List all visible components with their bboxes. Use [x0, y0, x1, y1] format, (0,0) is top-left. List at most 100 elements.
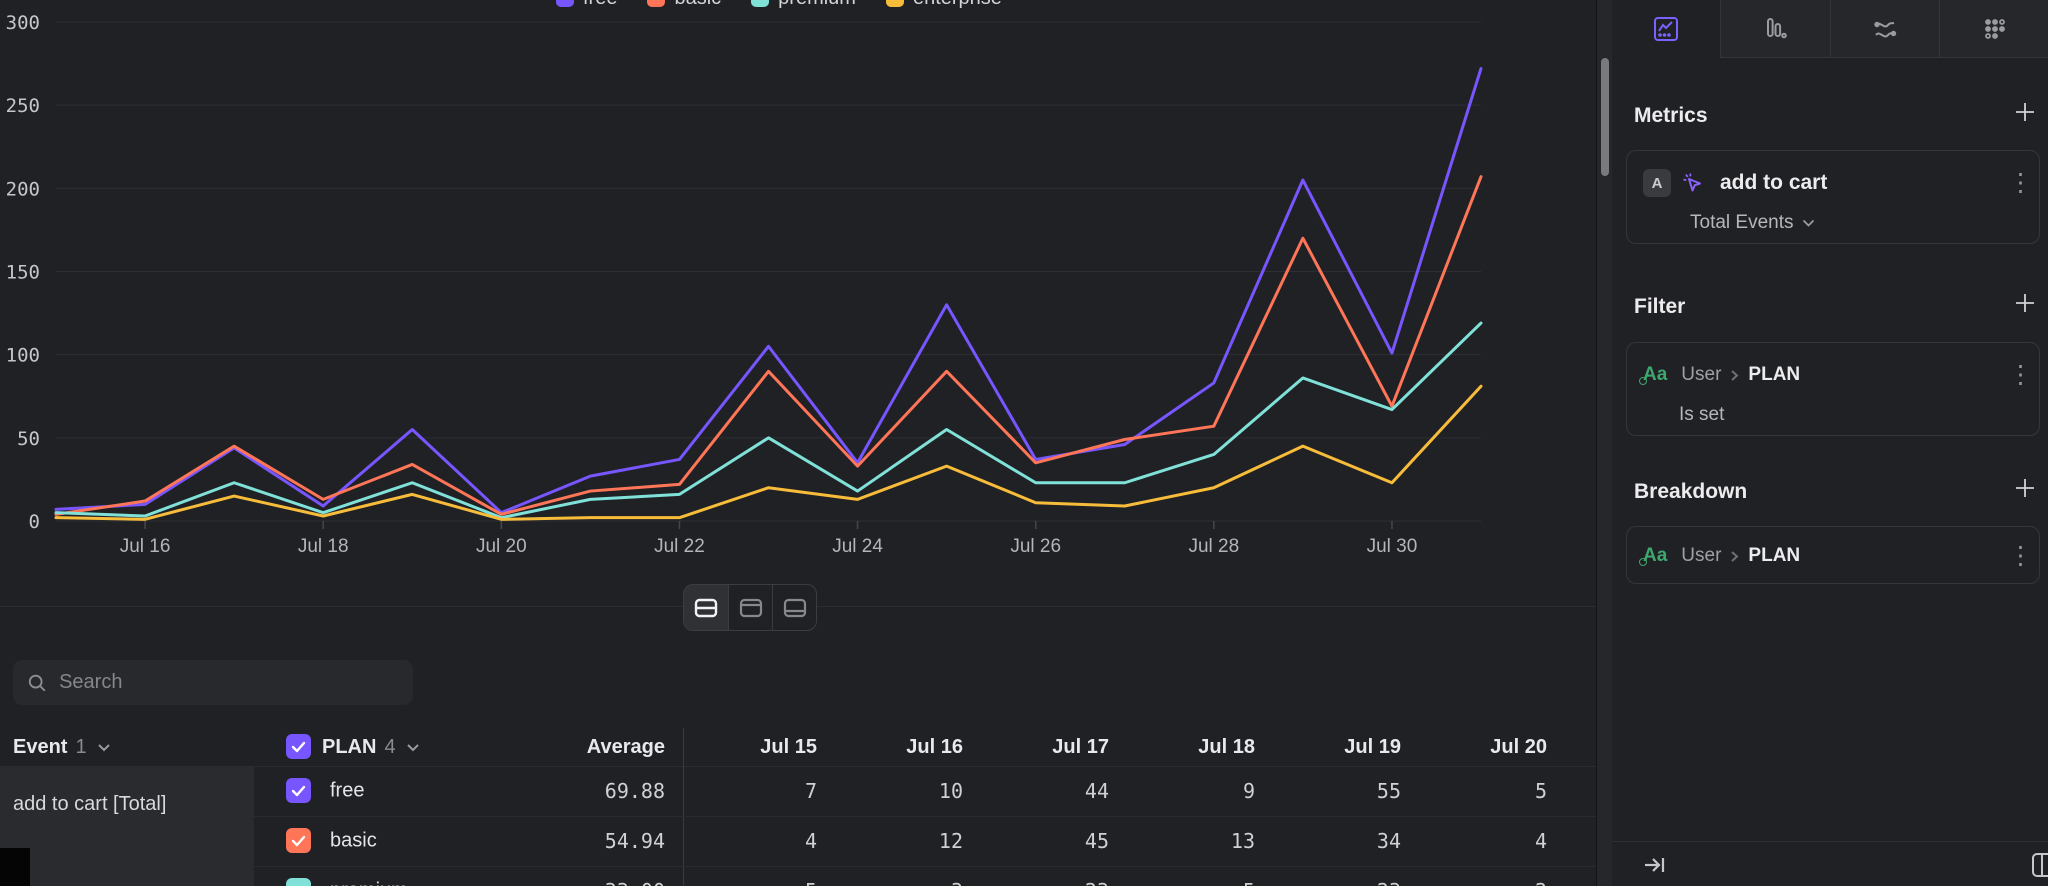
chevron-down-icon — [1802, 219, 1814, 227]
date-column-header: Jul 20 — [1490, 735, 1547, 758]
legend-item-basic[interactable]: basic — [647, 0, 721, 12]
x-axis-tick-label: Jul 22 — [654, 536, 705, 557]
series-line-basic[interactable] — [54, 175, 1483, 516]
chevron-down-icon — [97, 743, 110, 751]
metric-event-name: add to cart — [1720, 171, 1828, 194]
metric-measure-dropdown[interactable]: Total Events — [1690, 212, 1815, 234]
plan-select-all-checkbox[interactable] — [286, 734, 311, 759]
layout-columns-icon[interactable] — [2030, 850, 2048, 880]
average-column-header: Average — [586, 735, 665, 758]
scrollbar-thumb[interactable] — [1601, 58, 1609, 176]
metrics-heading: Metrics — [1634, 104, 1708, 127]
add-metric-button[interactable] — [2010, 97, 2040, 127]
date-column-header: Jul 17 — [1052, 735, 1109, 758]
cell-value: 12 — [938, 829, 963, 853]
vertical-scrollbar[interactable] — [1596, 0, 1612, 886]
series-line-free[interactable] — [54, 67, 1483, 515]
date-column-header: Jul 16 — [906, 735, 963, 758]
row-separator — [254, 866, 1596, 867]
cell-value: 3 — [817, 879, 963, 886]
y-axis-tick-label: 250 — [6, 95, 40, 117]
cell-value: 34 — [1376, 829, 1401, 853]
row-checkbox-free[interactable] — [286, 778, 311, 803]
table-row-free[interactable]: free 69.88 7 10 44 9 55 5 — [0, 766, 1596, 816]
series-line-premium[interactable] — [54, 321, 1483, 520]
filter-property: PLAN — [1748, 364, 1801, 385]
cell-value: 5 — [671, 879, 817, 886]
y-axis-tick-label: 200 — [6, 178, 40, 200]
cell-value: 13 — [1230, 829, 1255, 853]
row-label: free — [330, 779, 365, 802]
table-row-basic[interactable]: basic 54.94 4 12 45 13 34 4 — [0, 816, 1596, 866]
row-checkbox-basic[interactable] — [286, 828, 311, 853]
cell-value: 2 — [1401, 879, 1547, 886]
x-axis-tick-label: Jul 20 — [476, 536, 527, 557]
y-axis-tick-label: 0 — [29, 511, 40, 533]
legend-item-free[interactable]: free — [556, 0, 617, 12]
x-axis-tick-label: Jul 16 — [120, 536, 171, 557]
date-column-header: Jul 18 — [1198, 735, 1255, 758]
row-label: premium — [330, 880, 408, 886]
add-breakdown-button[interactable] — [2010, 473, 2040, 503]
legend-item-premium[interactable]: premium — [751, 0, 856, 12]
breakdown-card[interactable]: Aa User PLAN ⋮ — [1626, 526, 2040, 584]
y-axis-tick-label: 100 — [6, 345, 40, 367]
filter-heading: Filter — [1634, 295, 1686, 318]
layout-top-button[interactable] — [728, 585, 772, 630]
metric-options-kebab-icon[interactable]: ⋮ — [2008, 168, 2033, 197]
tab-more-charts[interactable] — [1938, 0, 2048, 58]
cell-value: 55 — [1376, 779, 1401, 803]
y-axis-tick-label: 300 — [6, 12, 40, 34]
line-chart-tab-icon — [1654, 17, 1679, 41]
date-column-header: Jul 19 — [1344, 735, 1401, 758]
table-column-divider — [683, 728, 684, 886]
cell-value: 9 — [1242, 779, 1255, 803]
date-column-header: Jul 15 — [760, 735, 817, 758]
filter-options-kebab-icon[interactable]: ⋮ — [2008, 360, 2033, 389]
cell-value: 4 — [804, 829, 817, 853]
tab-flows[interactable] — [1829, 0, 1939, 58]
event-row-cell[interactable]: add to cart [Total] — [0, 767, 254, 886]
plan-column-header[interactable]: PLAN 4 — [322, 728, 420, 766]
layout-bottom-button[interactable] — [772, 585, 816, 630]
table-row-premium[interactable]: premium33.0053235232 — [0, 866, 1596, 886]
bar-chart-tab-icon — [1767, 17, 1788, 38]
series-line-enterprise[interactable] — [54, 384, 1483, 521]
y-axis-tick-label: 50 — [17, 428, 40, 450]
x-axis-tick-label: Jul 30 — [1367, 536, 1418, 557]
cell-value: 44 — [1084, 779, 1109, 803]
flows-tab-icon — [1873, 21, 1896, 37]
x-axis-tick-label: Jul 24 — [832, 536, 883, 557]
layout-split-button[interactable] — [684, 585, 728, 630]
event-row-label: add to cart [Total] — [13, 793, 167, 815]
cell-value: 5 — [1534, 779, 1547, 803]
metric-card[interactable]: A add to cart ⋮ Total Events — [1626, 150, 2040, 244]
tab-line-chart[interactable] — [1612, 0, 1721, 58]
row-label: basic — [330, 829, 377, 852]
search-icon — [28, 674, 46, 691]
search-input[interactable] — [59, 671, 399, 694]
average-value: 69.88 — [604, 779, 665, 803]
cell-value: 5 — [1109, 879, 1255, 886]
sidebar-bottom-bar — [1612, 841, 2048, 886]
corner-artifact — [0, 848, 30, 886]
chart-type-tabbar — [1612, 0, 2048, 58]
filter-condition[interactable]: Is set — [1679, 404, 1725, 425]
search-box[interactable] — [13, 660, 413, 705]
row-checkbox-premium[interactable] — [286, 878, 311, 886]
event-column-header[interactable]: Event 1 — [13, 728, 111, 766]
legend-label: enterprise — [913, 0, 1002, 10]
filter-scope: User — [1681, 364, 1722, 385]
tab-bar-chart[interactable] — [1720, 0, 1830, 58]
line-chart[interactable]: 0 50 100 150 200 250 300 Jul 16 Jul 18 Jul 20 Jul … — [0, 0, 1596, 625]
filter-card[interactable]: Aa User PLAN ⋮ Is set — [1626, 342, 2040, 436]
table-header-divider — [0, 766, 1596, 767]
add-filter-button[interactable] — [2010, 288, 2040, 318]
collapse-panel-icon[interactable] — [1642, 852, 1668, 878]
breakdown-options-kebab-icon[interactable]: ⋮ — [2008, 541, 2033, 570]
legend-swatch — [751, 0, 770, 7]
grid-dots-tab-icon — [1984, 18, 2005, 39]
legend-item-enterprise[interactable]: enterprise — [885, 0, 1002, 12]
cell-value: 45 — [1084, 829, 1109, 853]
